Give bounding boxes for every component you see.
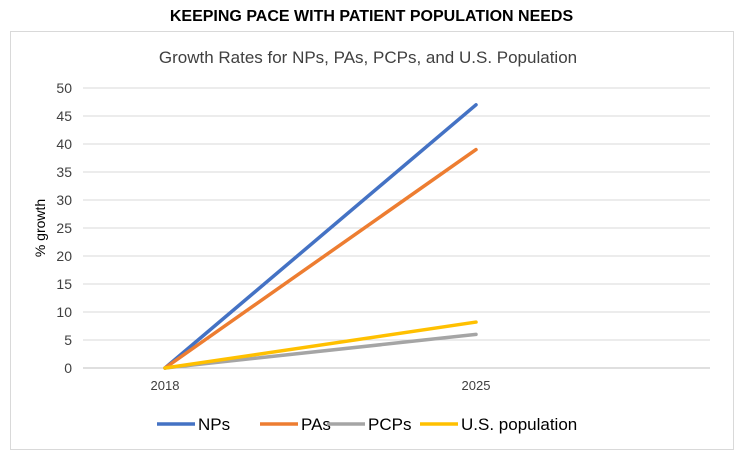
y-tick-labels: 0 5 10 15 20 25 30 35 40 45 50 (56, 80, 72, 376)
y-tick-label: 35 (56, 164, 72, 180)
y-tick-label: 10 (56, 304, 72, 320)
chart-title: Growth Rates for NPs, PAs, PCPs, and U.S… (159, 48, 577, 67)
legend-item: PAs (260, 415, 331, 434)
gridlines (83, 87, 710, 369)
legend-label: U.S. population (461, 415, 577, 434)
y-tick-label: 30 (56, 192, 72, 208)
x-tick-label: 2018 (151, 378, 180, 393)
legend-label: PCPs (368, 415, 411, 434)
series-line-u-s-population (163, 320, 478, 370)
page-heading: KEEPING PACE WITH PATIENT POPULATION NEE… (169, 8, 574, 25)
y-tick-label: 20 (56, 248, 72, 264)
legend-label: PAs (301, 415, 331, 434)
y-tick-label: 5 (64, 332, 72, 348)
y-tick-label: 25 (56, 220, 72, 236)
chart-frame (10, 31, 734, 450)
y-tick-label: 40 (56, 136, 72, 152)
y-tick-label: 45 (56, 108, 72, 124)
y-tick-label: 0 (64, 360, 72, 376)
x-tick-label: 2025 (462, 378, 491, 393)
legend-item: NPs (157, 415, 230, 434)
y-tick-label: 15 (56, 276, 72, 292)
series-line-nps (163, 103, 478, 370)
legend-item: U.S. population (420, 415, 577, 434)
legend-item: PCPs (327, 415, 411, 434)
x-tick-labels: 2018 2025 (151, 378, 491, 393)
legend: NPs PAs PCPs U.S. population (157, 415, 577, 434)
y-tick-label: 50 (56, 80, 72, 96)
series-line-pcps (163, 332, 478, 370)
series-lines (163, 103, 478, 370)
series-line-pas (163, 147, 478, 370)
legend-label: NPs (198, 415, 230, 434)
y-axis-label: % growth (32, 199, 48, 257)
